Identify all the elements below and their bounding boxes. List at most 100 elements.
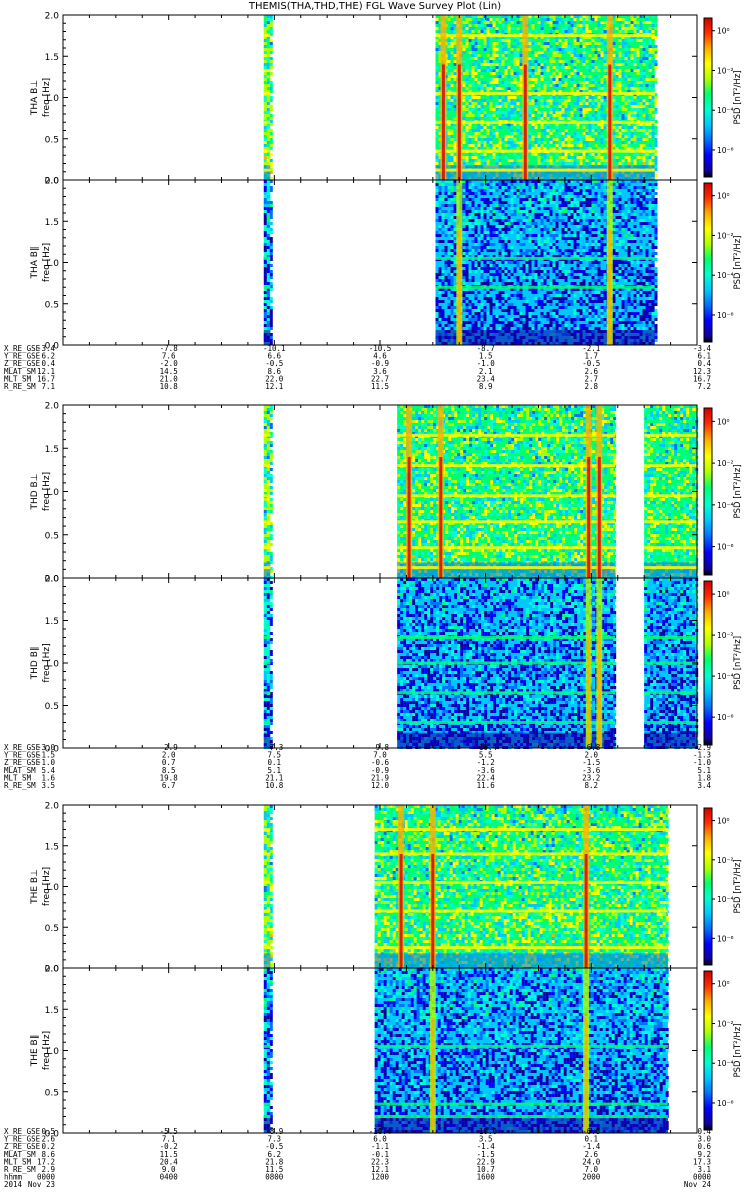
psd-cell (586, 96, 589, 99)
psd-cell (267, 87, 270, 90)
psd-cell (451, 138, 454, 141)
psd-cell (264, 111, 267, 114)
psd-cell (502, 159, 505, 162)
psd-cell (619, 126, 622, 129)
psd-cell (484, 126, 487, 129)
psd-cell (634, 114, 637, 117)
psd-cell (487, 60, 490, 63)
psd-cell (646, 60, 649, 63)
psd-cell (649, 162, 652, 165)
psd-cell (493, 57, 496, 60)
psd-cell (523, 276, 526, 279)
psd-cell (574, 141, 577, 144)
psd-cell (535, 327, 538, 330)
psd-cell (484, 294, 487, 297)
psd-cell (484, 111, 487, 114)
psd-cell (514, 321, 517, 324)
psd-cell (547, 45, 550, 48)
psd-cell (532, 189, 535, 192)
psd-cell (538, 51, 541, 54)
psd-cell (436, 297, 439, 300)
psd-cell (436, 138, 439, 141)
psd-cell (547, 318, 550, 321)
psd-cell (487, 42, 490, 45)
psd-cell (478, 327, 481, 330)
psd-cell (478, 264, 481, 267)
psd-cell (544, 78, 547, 81)
psd-cell (574, 45, 577, 48)
psd-cell (559, 69, 562, 72)
psd-cell (646, 108, 649, 111)
psd-cell (517, 48, 520, 51)
psd-cell (466, 45, 469, 48)
psd-cell (565, 42, 568, 45)
psd-cell (475, 225, 478, 228)
psd-cell (481, 24, 484, 27)
psd-cell (535, 261, 538, 264)
psd-cell (511, 51, 514, 54)
psd-cell (439, 207, 442, 210)
psd-cell (463, 273, 466, 276)
psd-cell (613, 156, 616, 159)
psd-cell (508, 303, 511, 306)
psd-cell (631, 99, 634, 102)
psd-cell (508, 309, 511, 312)
psd-cell (595, 66, 598, 69)
psd-cell (466, 306, 469, 309)
psd-cell (523, 213, 526, 216)
psd-cell (646, 153, 649, 156)
psd-cell (505, 27, 508, 30)
psd-cell (553, 111, 556, 114)
psd-cell (583, 111, 586, 114)
psd-cell (493, 234, 496, 237)
psd-cell (445, 249, 448, 252)
psd-cell (532, 78, 535, 81)
psd-cell (454, 126, 457, 129)
psd-cell (523, 231, 526, 234)
psd-cell (264, 138, 267, 141)
psd-cell (451, 24, 454, 27)
psd-cell (439, 189, 442, 192)
psd-cell (577, 138, 580, 141)
psd-cell (472, 138, 475, 141)
psd-cell (442, 183, 445, 186)
psd-cell (646, 114, 649, 117)
psd-cell (505, 81, 508, 84)
psd-cell (475, 240, 478, 243)
psd-cell (586, 72, 589, 75)
psd-cell (628, 141, 631, 144)
psd-cell (559, 156, 562, 159)
psd-cell (499, 318, 502, 321)
psd-cell (529, 219, 532, 222)
psd-cell (264, 201, 267, 204)
psd-cell (643, 27, 646, 30)
psd-cell (652, 144, 655, 147)
psd-cell (496, 75, 499, 78)
psd-cell (628, 78, 631, 81)
psd-cell (544, 159, 547, 162)
psd-cell (529, 30, 532, 33)
psd-cell (514, 51, 517, 54)
psd-cell (538, 213, 541, 216)
psd-cell (592, 18, 595, 21)
psd-cell (502, 234, 505, 237)
psd-cell (487, 102, 490, 105)
psd-cell (598, 102, 601, 105)
psd-cell (493, 318, 496, 321)
psd-cell (622, 108, 625, 111)
psd-cell (487, 282, 490, 285)
psd-cell (511, 63, 514, 66)
psd-cell (532, 312, 535, 315)
psd-cell (532, 138, 535, 141)
psd-cell (499, 273, 502, 276)
psd-cell (454, 147, 457, 150)
psd-cell (505, 63, 508, 66)
psd-cell (472, 87, 475, 90)
psd-cell (439, 270, 442, 273)
psd-cell (472, 213, 475, 216)
psd-cell (565, 87, 568, 90)
psd-cell (565, 60, 568, 63)
psd-cell (466, 78, 469, 81)
psd-cell (508, 114, 511, 117)
psd-cell (514, 45, 517, 48)
